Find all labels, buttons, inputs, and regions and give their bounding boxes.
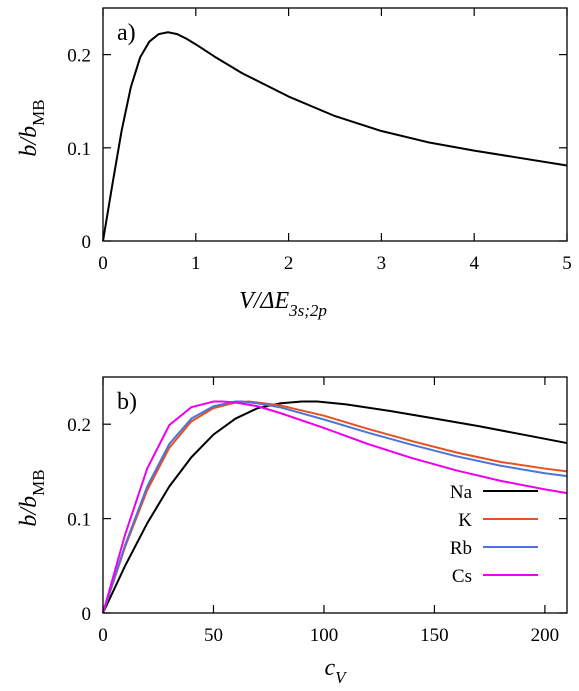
panel-b-ylabel: b/bMB	[16, 469, 48, 526]
panel-b-ylabel-main: b/b	[16, 496, 42, 527]
panel-b-series-line-cs	[102, 400, 568, 614]
panel-a-ytick-label: 0.2	[67, 46, 91, 67]
panel-b-xtick-label: 0	[98, 625, 108, 646]
panel-b-xtick-label: 150	[420, 625, 449, 646]
panel-a-ylabel-sub: MB	[29, 99, 48, 125]
panel-a-xtick-label: 0	[98, 253, 108, 274]
panel-b-label: b)	[117, 389, 137, 415]
legend-label-cs: Cs	[452, 566, 472, 587]
panel-a-ytick-label: 0	[82, 232, 92, 253]
panel-b-xlabel-sub: V	[335, 668, 348, 687]
legend-label-k: K	[458, 510, 472, 531]
panel-b-series-line-na	[102, 400, 568, 614]
panel-b-xlabel-main: c	[324, 655, 335, 681]
panel-a: a) 0 1 2 3 4 5 0 0.1 0.2 V/ΔE3s;2p b/bMB	[16, 7, 572, 320]
panel-b: b) 0 50 100 150 200 0 0.1 0.2 Na K Rb Cs cV b/bMB	[16, 376, 568, 687]
panel-a-series-line-0	[102, 31, 568, 242]
panel-b-frame	[102, 376, 568, 614]
legend-label-na: Na	[450, 482, 473, 503]
panel-a-xtick-label: 5	[562, 253, 572, 274]
panel-b-xlabel: cV	[324, 655, 348, 687]
panel-a-plot-group	[102, 31, 568, 242]
panel-b-ytick-label: 0.2	[67, 415, 91, 436]
panel-b-plot-group	[102, 400, 568, 614]
panel-b-legend: Na K Rb Cs	[450, 482, 538, 587]
panel-a-ytick-label: 0.1	[67, 139, 91, 160]
panel-a-xtick-label: 4	[469, 253, 479, 274]
panel-b-xtick-label: 100	[310, 625, 339, 646]
panel-a-xtick-label: 3	[377, 253, 387, 274]
panel-b-xtick-label: 50	[204, 625, 223, 646]
legend-label-rb: Rb	[450, 538, 472, 559]
panel-a-label: a)	[117, 20, 136, 46]
panel-b-xtick-label: 200	[531, 625, 560, 646]
panel-b-series-line-k	[102, 400, 568, 614]
panel-a-frame	[102, 7, 568, 242]
panel-b-ylabel-sub: MB	[29, 469, 48, 495]
panel-a-xlabel-sub: 3s;2p	[288, 301, 327, 320]
panel-a-xlabel-main: V/ΔE	[239, 288, 289, 314]
panel-a-xlabel: V/ΔE3s;2p	[239, 288, 327, 320]
panel-a-xtick-label: 2	[284, 253, 294, 274]
panel-b-series-line-rb	[102, 400, 568, 614]
panel-b-ytick-label: 0	[82, 604, 92, 625]
panel-b-ytick-label: 0.1	[67, 510, 91, 531]
panel-a-ylabel-main: b/b	[16, 126, 42, 157]
panel-a-xtick-label: 1	[191, 253, 201, 274]
panel-a-ylabel: b/bMB	[16, 99, 48, 156]
